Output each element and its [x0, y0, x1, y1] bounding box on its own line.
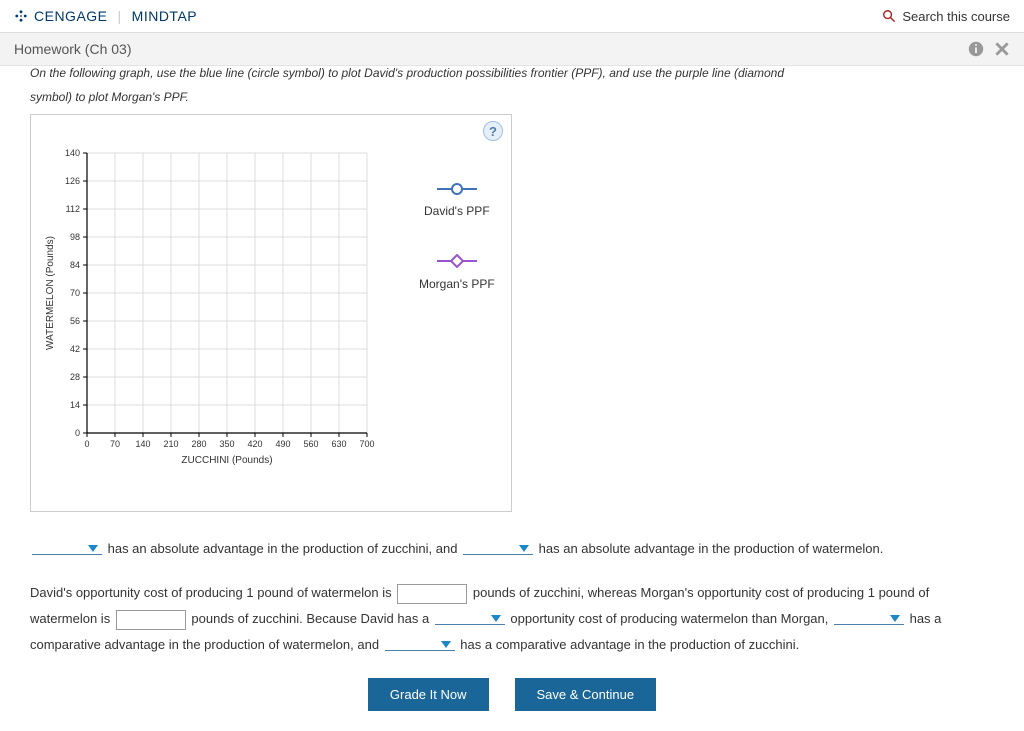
- svg-text:42: 42: [70, 344, 80, 354]
- top-bar: CENGAGE | MINDTAP Search this course: [0, 0, 1024, 33]
- circle-marker-icon: [435, 183, 479, 195]
- svg-text:70: 70: [70, 288, 80, 298]
- input-david-opp-cost[interactable]: [397, 584, 467, 604]
- brand-text-1: CENGAGE: [34, 8, 108, 24]
- save-continue-button[interactable]: Save & Continue: [515, 678, 657, 711]
- dropdown-comp-adv-watermelon[interactable]: [834, 615, 904, 625]
- chevron-down-icon: [491, 615, 501, 623]
- chart-panel: ? 0 14 28 42 56 70 84 98 112 126 140 0 70 140 210 280 35…: [30, 114, 512, 512]
- svg-text:84: 84: [70, 260, 80, 270]
- help-icon[interactable]: ?: [483, 121, 503, 141]
- cengage-logo-icon: [14, 9, 28, 23]
- brand-divider: |: [118, 8, 122, 24]
- svg-text:70: 70: [110, 439, 120, 449]
- svg-text:630: 630: [331, 439, 346, 449]
- instruction-line-2: symbol) to plot Morgan's PPF.: [30, 88, 994, 106]
- svg-text:560: 560: [303, 439, 318, 449]
- svg-text:126: 126: [65, 176, 80, 186]
- svg-text:0: 0: [75, 428, 80, 438]
- svg-text:WATERMELON (Pounds): WATERMELON (Pounds): [45, 236, 56, 350]
- q2-text-d: opportunity cost of producing watermelon…: [507, 611, 832, 626]
- svg-text:28: 28: [70, 372, 80, 382]
- search-icon: [882, 9, 896, 23]
- chevron-down-icon: [441, 641, 451, 649]
- svg-text:112: 112: [66, 204, 80, 214]
- q2-text-f: has a comparative advantage in the produ…: [457, 637, 800, 652]
- legend-item-morgan[interactable]: Morgan's PPF: [419, 254, 495, 291]
- q2-text-a: David's opportunity cost of producing 1 …: [30, 585, 395, 600]
- svg-text:56: 56: [70, 316, 80, 326]
- page-title: Homework (Ch 03): [14, 41, 131, 57]
- grade-button[interactable]: Grade It Now: [368, 678, 489, 711]
- svg-text:490: 490: [275, 439, 290, 449]
- sub-bar: Homework (Ch 03): [0, 33, 1024, 66]
- dropdown-comp-adv-zucchini[interactable]: [385, 641, 455, 651]
- svg-text:420: 420: [247, 439, 262, 449]
- instruction-line-1: On the following graph, use the blue lin…: [30, 64, 994, 82]
- svg-text:350: 350: [219, 439, 234, 449]
- svg-text:ZUCCHINI (Pounds): ZUCCHINI (Pounds): [181, 455, 272, 466]
- dropdown-higher-lower[interactable]: [435, 615, 505, 625]
- q1-text-b: has an absolute advantage in the product…: [535, 541, 883, 556]
- content-area: On the following graph, use the blue lin…: [0, 66, 1024, 731]
- svg-text:280: 280: [191, 439, 206, 449]
- question-block: has an absolute advantage in the product…: [30, 536, 994, 658]
- q1-text-a: has an absolute advantage in the product…: [104, 541, 461, 556]
- question-paragraph-1: has an absolute advantage in the product…: [30, 536, 994, 562]
- dropdown-abs-adv-watermelon[interactable]: [463, 545, 533, 555]
- dropdown-abs-adv-zucchini[interactable]: [32, 545, 102, 555]
- svg-text:700: 700: [359, 439, 374, 449]
- legend-label-morgan: Morgan's PPF: [419, 277, 495, 291]
- instructions: On the following graph, use the blue lin…: [30, 66, 994, 114]
- close-icon[interactable]: [994, 41, 1010, 57]
- brand-text-2: MINDTAP: [132, 8, 197, 24]
- input-morgan-opp-cost[interactable]: [116, 610, 186, 630]
- chevron-down-icon: [890, 615, 900, 623]
- legend-label-david: David's PPF: [419, 204, 495, 218]
- brand: CENGAGE | MINDTAP: [14, 8, 197, 24]
- legend-item-david[interactable]: David's PPF: [419, 183, 495, 218]
- search-course[interactable]: Search this course: [882, 9, 1010, 24]
- chevron-down-icon: [88, 545, 98, 553]
- q2-text-c: pounds of zucchini. Because David has a: [188, 611, 433, 626]
- info-icon[interactable]: [968, 41, 984, 57]
- ppf-chart[interactable]: 0 14 28 42 56 70 84 98 112 126 140 0 70 140 210 280 350 4…: [39, 123, 379, 503]
- svg-text:98: 98: [70, 232, 80, 242]
- svg-text:0: 0: [84, 439, 89, 449]
- button-row: Grade It Now Save & Continue: [30, 678, 994, 711]
- svg-text:210: 210: [163, 439, 178, 449]
- chart-legend: David's PPF Morgan's PPF: [379, 123, 495, 503]
- svg-text:140: 140: [135, 439, 150, 449]
- question-paragraph-2: David's opportunity cost of producing 1 …: [30, 580, 994, 658]
- svg-text:140: 140: [65, 148, 80, 158]
- svg-text:14: 14: [70, 400, 80, 410]
- search-label: Search this course: [902, 9, 1010, 24]
- chevron-down-icon: [519, 545, 529, 553]
- diamond-marker-icon: [435, 254, 479, 268]
